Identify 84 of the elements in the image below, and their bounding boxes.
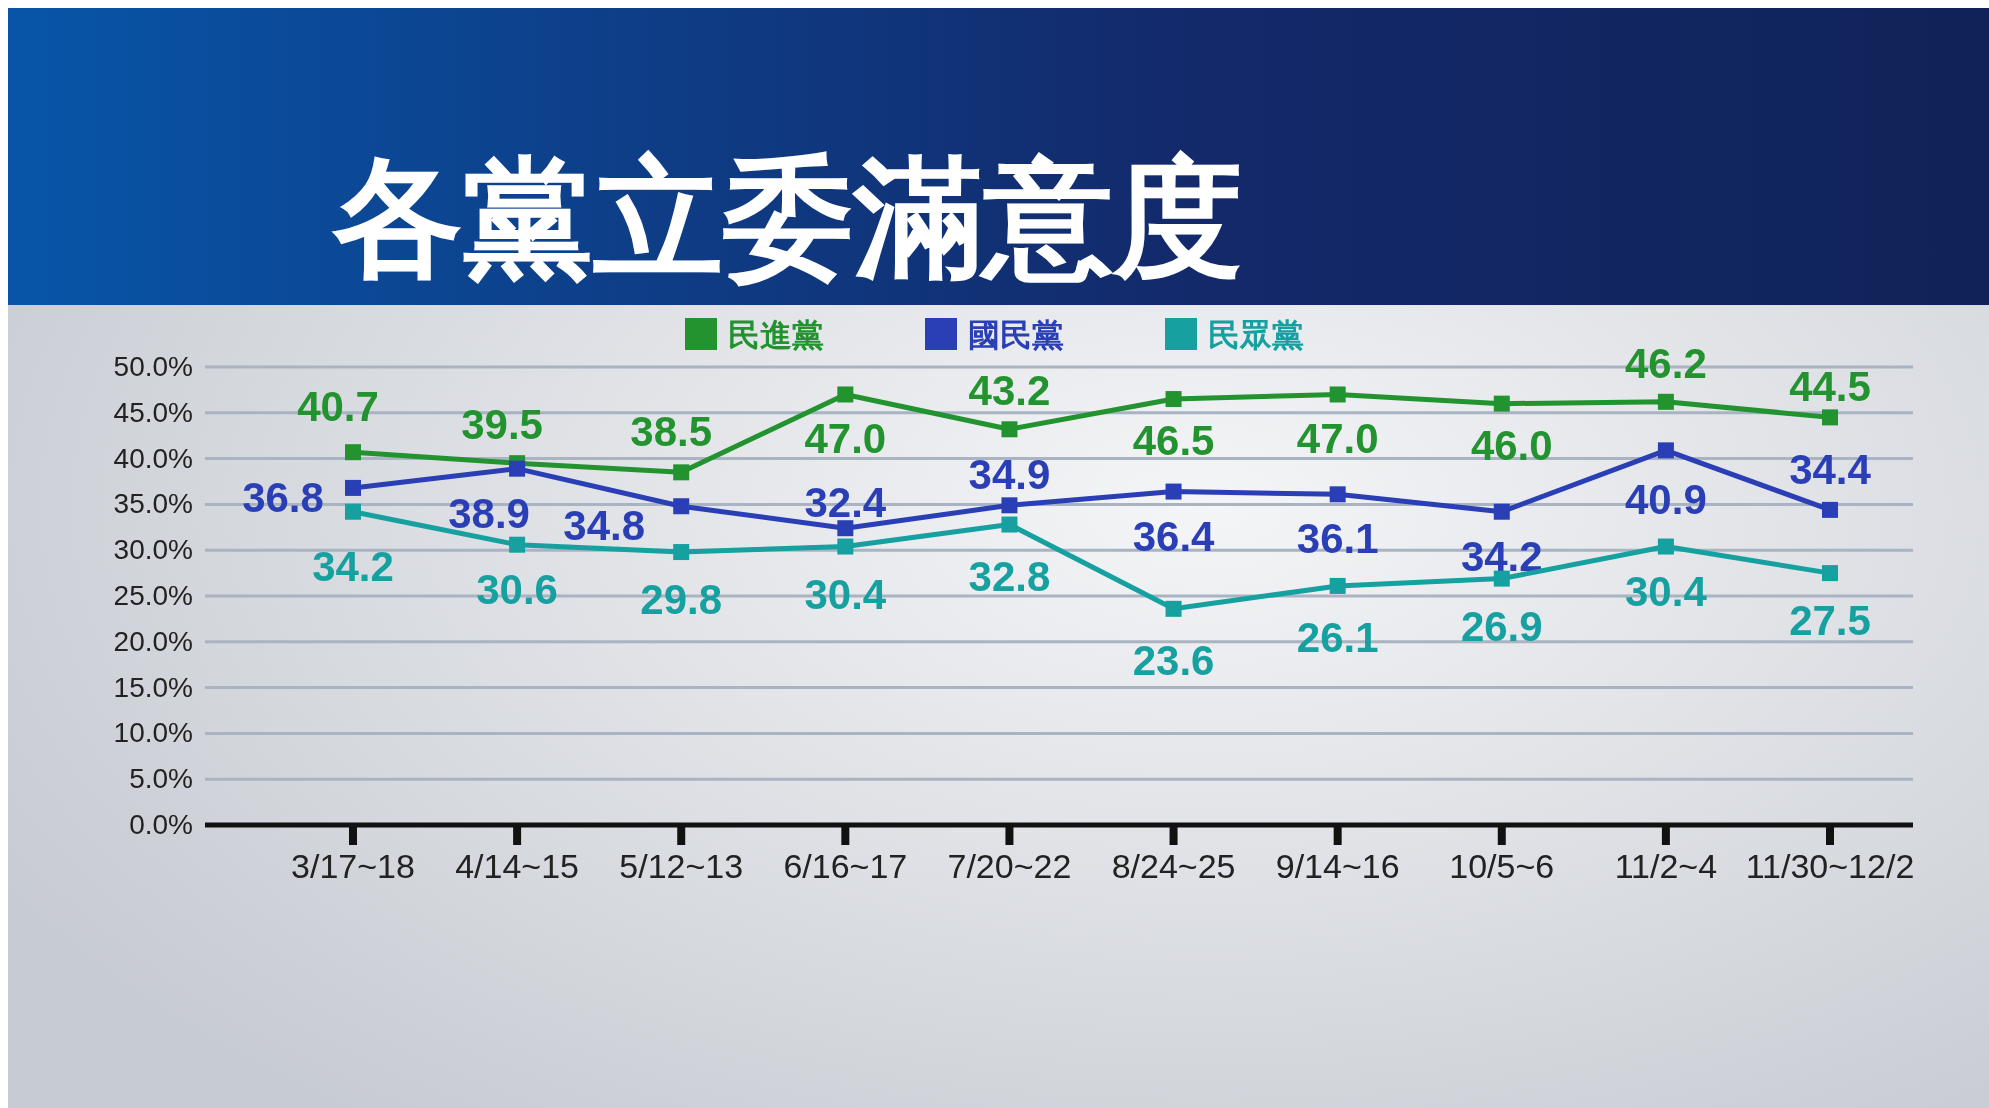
legend-label: 民眾黨 <box>1208 317 1304 353</box>
data-label: 26.1 <box>1296 613 1379 661</box>
point <box>1001 497 1018 514</box>
data-label: 46.5 <box>1132 417 1215 465</box>
point <box>1329 577 1346 594</box>
y-tick-label: 5.0% <box>129 763 193 795</box>
data-label: 30.4 <box>804 570 887 618</box>
y-tick-label: 25.0% <box>113 580 193 611</box>
point <box>1001 516 1018 533</box>
chart-title: 各黨立委滿意度 <box>331 141 1243 294</box>
data-label: 34.9 <box>968 451 1051 499</box>
data-label: 27.5 <box>1789 597 1871 645</box>
data-label: 30.6 <box>476 565 558 613</box>
point <box>837 538 854 555</box>
point <box>1165 483 1182 500</box>
data-label: 29.8 <box>640 576 723 624</box>
point <box>1822 409 1838 426</box>
point <box>673 464 690 481</box>
x-tick-label: 11/2~4 <box>1614 847 1718 885</box>
point <box>1001 421 1018 438</box>
data-label: 38.9 <box>448 489 530 537</box>
point <box>1657 393 1674 410</box>
data-label: 36.4 <box>1132 512 1216 560</box>
y-tick-label: 15.0% <box>113 671 193 703</box>
point <box>1493 395 1510 412</box>
x-tick-label: 3/17~18 <box>291 847 415 885</box>
y-tick-label: 20.0% <box>113 625 193 657</box>
y-tick-label: 30.0% <box>113 534 193 566</box>
y-tick-label: 45.0% <box>113 396 193 428</box>
x-tick-label: 9/14~16 <box>1275 847 1400 885</box>
point <box>1329 386 1346 403</box>
data-label: 34.8 <box>563 502 646 550</box>
data-label: 40.7 <box>297 383 379 431</box>
x-tick-label: 11/30~12/2 <box>1745 847 1915 885</box>
point <box>1165 391 1182 408</box>
data-label: 26.9 <box>1460 602 1543 650</box>
point <box>509 536 526 553</box>
point <box>837 520 854 537</box>
point <box>345 503 361 520</box>
y-tick-label: 35.0% <box>113 488 193 520</box>
point <box>1822 565 1838 582</box>
x-tick-label: 4/14~15 <box>455 847 580 885</box>
y-tick-label: 40.0% <box>113 442 193 474</box>
y-tick-label: 0.0% <box>129 809 193 840</box>
data-label: 47.0 <box>1296 415 1379 463</box>
data-label: 46.2 <box>1625 339 1707 387</box>
data-label: 34.2 <box>312 542 394 590</box>
y-tick-label: 50.0% <box>113 351 193 382</box>
data-label: 36.1 <box>1296 515 1379 563</box>
data-label: 23.6 <box>1132 636 1215 684</box>
point <box>1165 600 1182 617</box>
point <box>345 479 361 496</box>
legend-label: 民進黨 <box>728 317 824 353</box>
x-tick-label: 8/24~25 <box>1111 847 1236 885</box>
data-label: 40.9 <box>1625 476 1707 524</box>
data-label: 32.4 <box>804 479 887 527</box>
data-label: 36.8 <box>242 473 324 521</box>
point <box>1657 538 1674 555</box>
x-tick-label: 10/5~6 <box>1449 847 1555 885</box>
point <box>345 444 361 461</box>
data-label: 34.4 <box>1789 445 1872 493</box>
point <box>837 386 854 403</box>
data-label: 34.2 <box>1460 532 1543 580</box>
point <box>673 498 690 515</box>
data-label: 44.5 <box>1789 363 1871 411</box>
point <box>1329 486 1346 503</box>
point <box>1493 570 1510 587</box>
point <box>509 460 526 477</box>
point <box>673 544 690 561</box>
data-label: 46.0 <box>1470 421 1553 469</box>
data-label: 30.4 <box>1625 567 1708 615</box>
y-tick-label: 10.0% <box>113 717 193 749</box>
data-label: 43.2 <box>968 367 1051 415</box>
data-label: 38.5 <box>630 408 713 456</box>
x-tick-label: 7/20~22 <box>947 847 1072 885</box>
legend-label: 國民黨 <box>968 317 1064 353</box>
x-tick-label: 5/12~13 <box>619 847 744 885</box>
data-label: 47.0 <box>804 415 887 463</box>
point <box>1493 503 1510 520</box>
data-label: 39.5 <box>461 401 543 449</box>
point <box>1657 442 1674 459</box>
x-tick-label: 6/16~17 <box>783 847 908 885</box>
data-label: 32.8 <box>968 552 1051 600</box>
point <box>1822 501 1838 518</box>
